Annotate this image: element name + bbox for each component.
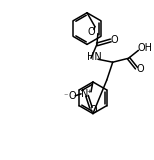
Text: HN: HN (87, 52, 101, 62)
Text: O: O (87, 27, 95, 36)
Text: +: + (86, 89, 92, 94)
Text: O: O (137, 64, 144, 74)
Text: O: O (68, 91, 76, 101)
Text: N: N (81, 89, 89, 99)
Text: O: O (111, 36, 119, 45)
Text: OH: OH (138, 43, 153, 53)
Text: O: O (89, 105, 97, 115)
Text: ⁻: ⁻ (63, 91, 67, 100)
